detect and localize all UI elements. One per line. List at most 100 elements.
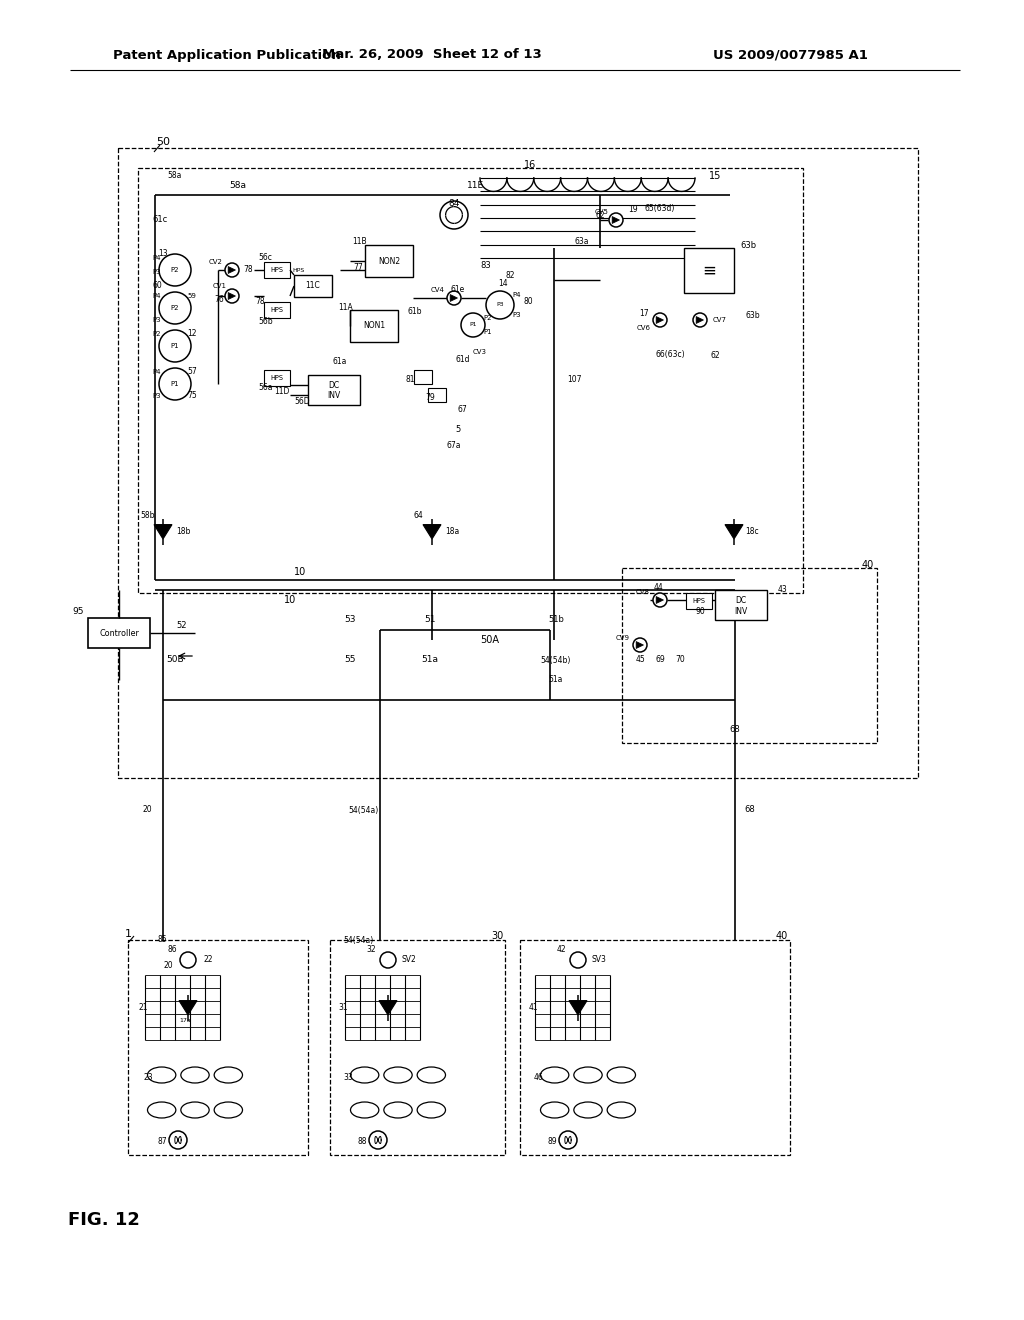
Text: 53: 53 bbox=[344, 615, 355, 624]
Text: 32: 32 bbox=[367, 945, 376, 954]
Text: P2: P2 bbox=[483, 315, 493, 321]
Text: 54(54b): 54(54b) bbox=[541, 656, 571, 664]
Text: 16: 16 bbox=[524, 160, 537, 170]
Polygon shape bbox=[612, 216, 620, 223]
Ellipse shape bbox=[607, 1102, 636, 1118]
Text: 58b: 58b bbox=[140, 511, 156, 520]
Circle shape bbox=[559, 1131, 577, 1148]
Text: CV1: CV1 bbox=[213, 282, 227, 289]
Text: 23: 23 bbox=[143, 1073, 153, 1082]
Text: 54(54a): 54(54a) bbox=[343, 936, 373, 945]
Bar bbox=[88, 618, 150, 648]
Text: 69: 69 bbox=[655, 656, 665, 664]
Polygon shape bbox=[228, 293, 236, 300]
Text: 80: 80 bbox=[523, 297, 532, 306]
Text: 90: 90 bbox=[695, 607, 705, 616]
Text: 79: 79 bbox=[425, 392, 435, 401]
Text: SV2: SV2 bbox=[401, 956, 417, 965]
Text: P2: P2 bbox=[153, 331, 161, 337]
Text: 68: 68 bbox=[730, 726, 740, 734]
Bar bbox=[622, 568, 877, 743]
Text: 88: 88 bbox=[357, 1138, 367, 1147]
Text: P4: P4 bbox=[513, 292, 521, 298]
Text: Patent Application Publication: Patent Application Publication bbox=[113, 49, 341, 62]
Text: 44: 44 bbox=[654, 583, 664, 593]
Ellipse shape bbox=[181, 1067, 209, 1082]
Text: 51: 51 bbox=[424, 615, 436, 624]
Text: 64: 64 bbox=[413, 511, 423, 520]
Bar bbox=[414, 370, 432, 384]
Text: P4: P4 bbox=[153, 293, 161, 300]
Text: INV: INV bbox=[328, 392, 341, 400]
Text: 40: 40 bbox=[862, 560, 874, 570]
Text: 85: 85 bbox=[158, 936, 167, 945]
Text: DC: DC bbox=[735, 597, 746, 605]
Text: CV5: CV5 bbox=[595, 209, 609, 215]
Text: CV3: CV3 bbox=[473, 348, 487, 355]
Polygon shape bbox=[656, 597, 664, 603]
Text: 56D: 56D bbox=[294, 397, 309, 407]
Circle shape bbox=[609, 213, 623, 227]
Text: 17a: 17a bbox=[179, 1018, 190, 1023]
Text: 56c: 56c bbox=[258, 253, 272, 263]
Text: 43: 43 bbox=[778, 586, 787, 594]
Text: 42: 42 bbox=[556, 945, 566, 954]
Bar bbox=[264, 370, 290, 385]
Ellipse shape bbox=[350, 1067, 379, 1082]
Text: P4: P4 bbox=[153, 370, 161, 375]
Text: 40: 40 bbox=[776, 931, 788, 941]
Ellipse shape bbox=[417, 1067, 445, 1082]
Text: DC: DC bbox=[329, 381, 340, 389]
Text: HPS: HPS bbox=[292, 268, 304, 273]
Circle shape bbox=[180, 952, 196, 968]
Text: 14: 14 bbox=[499, 279, 508, 288]
Text: 63b: 63b bbox=[740, 240, 756, 249]
Text: INV: INV bbox=[734, 606, 748, 615]
Text: P3: P3 bbox=[153, 317, 162, 323]
Text: 21: 21 bbox=[138, 1003, 147, 1012]
Bar bbox=[264, 261, 290, 279]
Circle shape bbox=[159, 330, 191, 362]
Text: 83: 83 bbox=[480, 261, 492, 271]
Text: 5: 5 bbox=[456, 425, 461, 434]
Ellipse shape bbox=[147, 1067, 176, 1082]
Text: 15: 15 bbox=[709, 172, 721, 181]
Text: P3: P3 bbox=[497, 302, 504, 308]
Text: 20: 20 bbox=[142, 805, 152, 814]
Text: CV2: CV2 bbox=[209, 259, 223, 265]
Text: NON1: NON1 bbox=[362, 322, 385, 330]
Text: NON2: NON2 bbox=[378, 256, 400, 265]
Text: P1: P1 bbox=[469, 322, 477, 327]
Ellipse shape bbox=[417, 1102, 445, 1118]
Polygon shape bbox=[636, 642, 643, 648]
Circle shape bbox=[169, 1131, 187, 1148]
Text: ≡: ≡ bbox=[702, 261, 716, 280]
Ellipse shape bbox=[384, 1102, 413, 1118]
Bar bbox=[128, 940, 308, 1155]
Text: CV9: CV9 bbox=[616, 635, 630, 642]
Text: 75: 75 bbox=[187, 392, 197, 400]
Text: 76: 76 bbox=[214, 296, 224, 305]
Text: 61a: 61a bbox=[333, 358, 347, 367]
Text: HPS: HPS bbox=[270, 308, 284, 313]
Text: 78: 78 bbox=[243, 265, 253, 275]
Polygon shape bbox=[725, 524, 743, 539]
Text: 22: 22 bbox=[203, 956, 213, 965]
Ellipse shape bbox=[573, 1067, 602, 1082]
Text: 67a: 67a bbox=[446, 441, 461, 450]
Circle shape bbox=[159, 368, 191, 400]
Text: 87: 87 bbox=[158, 1138, 167, 1147]
Text: 10: 10 bbox=[284, 595, 296, 605]
Text: 63b: 63b bbox=[745, 310, 760, 319]
Polygon shape bbox=[154, 524, 172, 539]
Text: 58a: 58a bbox=[168, 170, 182, 180]
Text: 59: 59 bbox=[187, 293, 197, 300]
Text: 77: 77 bbox=[353, 263, 362, 272]
Text: Mar. 26, 2009  Sheet 12 of 13: Mar. 26, 2009 Sheet 12 of 13 bbox=[323, 49, 542, 62]
Circle shape bbox=[369, 1131, 387, 1148]
Bar bbox=[684, 248, 734, 293]
Text: 45: 45 bbox=[635, 656, 645, 664]
Text: 95: 95 bbox=[73, 607, 84, 616]
Circle shape bbox=[653, 593, 667, 607]
Text: 51a: 51a bbox=[549, 676, 563, 685]
